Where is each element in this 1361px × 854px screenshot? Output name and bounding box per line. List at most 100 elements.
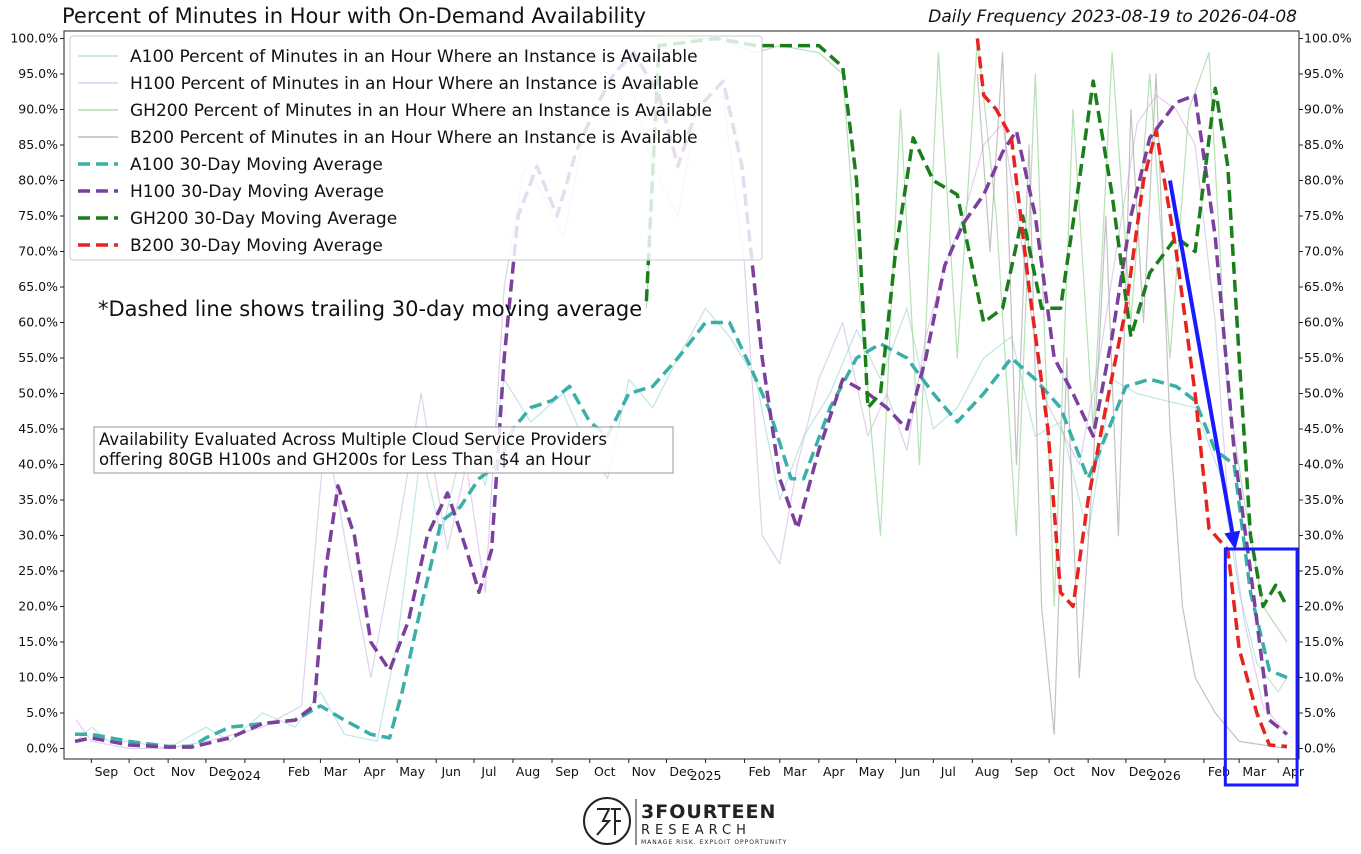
y-tick-label-left: 90.0% <box>18 102 58 117</box>
y-tick-label-right: 65.0% <box>1304 279 1344 294</box>
x-tick-label: Apr <box>823 764 845 779</box>
y-tick-label-right: 60.0% <box>1304 315 1344 330</box>
legend-label-b200_raw: B200 Percent of Minutes in an Hour Where… <box>130 128 698 148</box>
y-tick-label-left: 15.0% <box>18 634 58 649</box>
methodology-line-2: offering 80GB H100s and GH200s for Less … <box>99 450 591 469</box>
y-tick-label-right: 15.0% <box>1304 634 1344 649</box>
x-tick-label: Nov <box>171 764 196 779</box>
x-tick-label: May <box>859 764 885 779</box>
y-tick-label-left: 55.0% <box>18 350 58 365</box>
y-tick-label-right: 40.0% <box>1304 457 1344 472</box>
y-tick-label-left: 100.0% <box>10 31 58 46</box>
logo-circle-icon <box>583 797 631 845</box>
y-tick-label-left: 75.0% <box>18 208 58 223</box>
methodology-box: Availability Evaluated Across Multiple C… <box>93 426 674 474</box>
y-tick-label-right: 30.0% <box>1304 528 1344 543</box>
x-tick-label: Oct <box>133 764 155 779</box>
x-tick-label: Nov <box>1091 764 1116 779</box>
x-tick-label: Mar <box>783 764 807 779</box>
x-tick-label: Oct <box>594 764 616 779</box>
plot-frame <box>63 30 1300 760</box>
x-tick-label: Sep <box>1015 764 1039 779</box>
y-tick-label-left: 0.0% <box>26 741 58 756</box>
y-tick-label-left: 60.0% <box>18 315 58 330</box>
x-tick-label: Feb <box>288 764 310 779</box>
y-tick-label-right: 10.0% <box>1304 670 1344 685</box>
y-tick-label-right: 0.0% <box>1304 741 1336 756</box>
y-tick-label-left: 80.0% <box>18 173 58 188</box>
gh200_raw-line <box>645 37 1288 643</box>
x-tick-label: Apr <box>364 764 386 779</box>
y-tick-label-left: 10.0% <box>18 670 58 685</box>
y-tick-label-left: 30.0% <box>18 528 58 543</box>
logo-name: 3FOURTEEN <box>641 801 776 823</box>
y-tick-label-left: 40.0% <box>18 457 58 472</box>
y-tick-label-right: 25.0% <box>1304 563 1344 578</box>
y-tick-label-right: 55.0% <box>1304 350 1344 365</box>
y-tick-label-right: 20.0% <box>1304 599 1344 614</box>
x-tick-label: Apr <box>1282 764 1304 779</box>
legend-label-a100_raw: A100 Percent of Minutes in an Hour Where… <box>130 47 698 67</box>
a100_ma-line <box>75 320 1288 749</box>
methodology-box-frame <box>93 426 674 474</box>
y-tick-label-left: 45.0% <box>18 421 58 436</box>
x-tick-label: Dec <box>209 764 233 779</box>
x-tick-label: Jul <box>480 764 496 779</box>
y-tick-label-left: 25.0% <box>18 563 58 578</box>
x-tick-label: Mar <box>1242 764 1266 779</box>
y-tick-label-left: 70.0% <box>18 244 58 259</box>
logo-mark-icon <box>596 808 621 836</box>
b200_raw-line <box>976 52 1288 750</box>
legend-label-b200_ma: B200 30-Day Moving Average <box>130 236 383 256</box>
trend-arrow-head <box>1224 530 1241 550</box>
y-tick-label-right: 35.0% <box>1304 492 1344 507</box>
x-tick-label: Feb <box>748 764 770 779</box>
y-tick-label-right: 75.0% <box>1304 208 1344 223</box>
y-axis-left: 0.0% 5.0% 10.0% 15.0% 20.0% 25.0% 30.0% 35.0% 40… <box>10 31 64 756</box>
legend-frame <box>69 35 763 261</box>
x-tick-label: 2024 <box>229 768 261 783</box>
y-tick-label-left: 5.0% <box>26 705 58 720</box>
chart-title: Percent of Minutes in Hour with On-Deman… <box>62 4 646 28</box>
x-tick-label: Mar <box>324 764 348 779</box>
x-tick-label: Aug <box>975 764 999 779</box>
logo-tagline: MANAGE RISK. EXPLOIT OPPORTUNITY <box>641 839 787 846</box>
highlight-box <box>1223 547 1299 787</box>
y-tick-label-right: 50.0% <box>1304 386 1344 401</box>
legend: A100 Percent of Minutes in an Hour Where… <box>69 35 763 261</box>
x-tick-label: 2026 <box>1149 768 1181 783</box>
y-tick-label-right: 80.0% <box>1304 173 1344 188</box>
y-axis-right: 0.0% 5.0% 10.0% 15.0% 20.0% 25.0% 30.0% 35.0% 40… <box>1299 31 1352 756</box>
y-tick-label-right: 5.0% <box>1304 705 1336 720</box>
x-tick-label: Dec <box>669 764 693 779</box>
x-tick-label: Sep <box>95 764 119 779</box>
legend-label-gh200_ma: GH200 30-Day Moving Average <box>130 209 397 229</box>
a100_raw-line <box>75 307 1288 750</box>
gh200_ma-line <box>644 36 1289 609</box>
x-tick-label: Nov <box>632 764 657 779</box>
logo-subname: RESEARCH <box>641 823 751 838</box>
moving-average-note: *Dashed line shows trailing 30-day movin… <box>98 297 642 321</box>
x-tick-label: Sep <box>555 764 579 779</box>
chart-subtitle: Daily Frequency 2023-08-19 to 2026-04-08 <box>928 7 1297 27</box>
x-tick-label: Aug <box>516 764 540 779</box>
y-tick-label-left: 95.0% <box>18 66 58 81</box>
y-tick-label-right: 45.0% <box>1304 421 1344 436</box>
legend-label-a100_ma: A100 30-Day Moving Average <box>130 155 383 175</box>
legend-label-gh200_raw: GH200 Percent of Minutes in an Hour Wher… <box>130 101 712 121</box>
y-tick-label-left: 85.0% <box>18 137 58 152</box>
x-tick-label: Jul <box>940 764 956 779</box>
x-tick-label: 2025 <box>690 768 722 783</box>
annotation-layer <box>1167 180 1299 787</box>
x-tick-label: Dec <box>1129 764 1153 779</box>
y-tick-label-right: 70.0% <box>1304 244 1344 259</box>
y-tick-label-right: 100.0% <box>1304 31 1352 46</box>
brand-logo: 3FOURTEEN RESEARCH MANAGE RISK. EXPLOIT … <box>583 797 787 846</box>
x-tick-label: Oct <box>1053 764 1075 779</box>
y-tick-label-right: 85.0% <box>1304 137 1344 152</box>
trend-arrow-line <box>1167 180 1235 533</box>
x-tick-label: Jun <box>440 764 461 779</box>
x-tick-label: May <box>399 764 425 779</box>
